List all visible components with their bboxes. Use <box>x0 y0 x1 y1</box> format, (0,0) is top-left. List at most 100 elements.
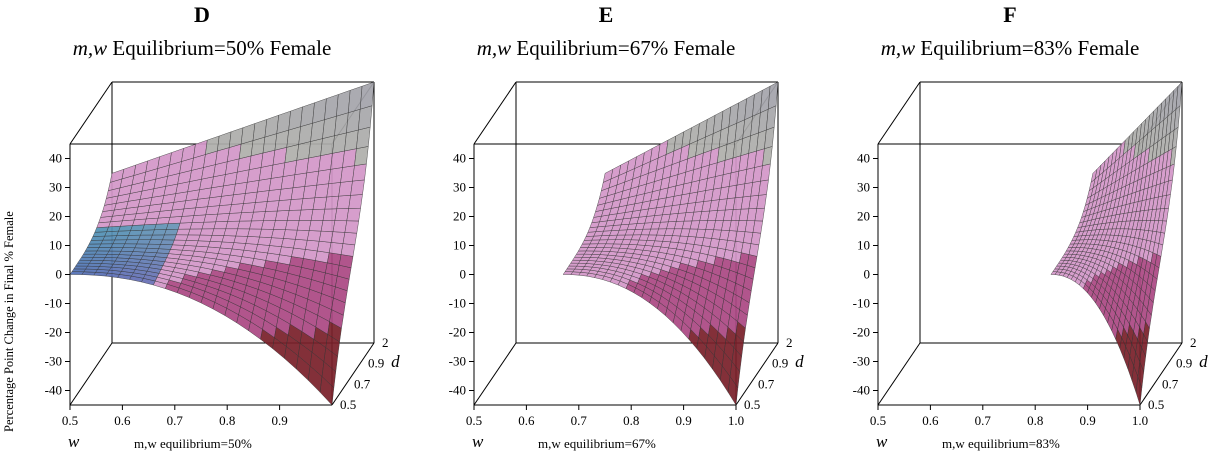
surface-patch <box>283 229 298 240</box>
title-text: Equilibrium=83% Female <box>915 36 1140 60</box>
x-tick-label: 0.8 <box>1027 413 1043 428</box>
z-tick-label: 10 <box>857 238 870 253</box>
surface-patch <box>223 228 238 237</box>
box-edge <box>473 342 517 406</box>
d-tick-label: 0.9 <box>772 356 788 371</box>
z-tick-label: -40 <box>45 383 62 398</box>
surface-patch <box>199 228 215 236</box>
surface-patch <box>235 228 250 237</box>
x-tick-label: 0.5 <box>466 413 482 428</box>
surface-patch <box>174 234 189 241</box>
surface-patch <box>330 231 346 244</box>
surface-patch <box>116 230 131 236</box>
surface-patch <box>291 247 306 259</box>
surface-patch <box>179 215 195 224</box>
surface-patch <box>280 174 296 190</box>
surface-patch <box>746 254 758 269</box>
surface-patch <box>86 243 102 248</box>
surface-patch <box>162 234 177 241</box>
z-tick-label: 0 <box>864 267 871 282</box>
surface-patch <box>98 243 114 248</box>
d-tick-label: 0.9 <box>1176 356 1192 371</box>
surface-patch <box>249 220 264 230</box>
surface-patch <box>305 239 320 252</box>
surface-patch <box>158 244 173 250</box>
x-tick-label: 0.5 <box>870 413 886 428</box>
box-edge <box>331 342 375 406</box>
z-tick-label: -30 <box>45 354 62 369</box>
surface-patch <box>122 243 138 249</box>
surface-patch <box>189 221 205 230</box>
d-tick-label: 0.7 <box>354 376 371 391</box>
d-tick-label: 0.5 <box>744 397 760 412</box>
z-tick-label: 0 <box>460 267 467 282</box>
surface-patch <box>767 81 779 110</box>
surface-patch <box>328 242 344 255</box>
surface-patch <box>318 230 334 243</box>
surface-patch <box>316 169 331 186</box>
surface-patch <box>312 196 328 210</box>
surface-patch <box>267 245 282 255</box>
z-tick-label: -20 <box>45 325 62 340</box>
x-axis-title: m,w equilibrium=83% <box>942 436 1060 451</box>
z-tick-label: 10 <box>453 238 466 253</box>
z-tick-label: 20 <box>453 209 466 224</box>
surface-patch <box>273 220 288 230</box>
surface-patch <box>310 208 326 221</box>
surface-patch <box>71 268 87 273</box>
surface-patch <box>288 198 304 211</box>
surface-patch <box>344 129 359 152</box>
surface-patch <box>120 247 136 252</box>
surface-patch <box>197 234 213 242</box>
surface-patch <box>219 241 235 250</box>
z-tick-label: -30 <box>449 354 466 369</box>
surface-patch <box>87 262 102 267</box>
surface-patch <box>124 239 139 245</box>
surface-patch <box>209 235 225 243</box>
panel-letter: E <box>598 2 614 27</box>
surface-patch <box>265 200 280 212</box>
surface-patch <box>94 250 110 255</box>
d-tick-label: 2 <box>1190 335 1197 350</box>
panel-letter: F <box>1003 2 1017 27</box>
surface-patch <box>297 220 312 231</box>
surface-patch <box>110 243 126 248</box>
surface-patch <box>320 220 336 232</box>
panel-d: D m,w Equilibrium=50% Female -40 -30 -20 -1… <box>0 0 404 460</box>
surface-patch <box>327 252 342 266</box>
surface-patch <box>91 257 106 261</box>
surface-patch <box>302 184 318 199</box>
surface-patch <box>344 220 359 234</box>
d-tick-label: 0.5 <box>340 397 356 412</box>
box-edge <box>735 342 779 406</box>
surface-patch <box>108 247 124 252</box>
surface-patch <box>257 236 272 246</box>
x-axis-title: m,w equilibrium=50% <box>134 436 252 451</box>
surface-patch <box>750 232 762 246</box>
surface-patch <box>221 235 237 243</box>
surface-patch <box>186 234 201 242</box>
surface-patch <box>89 260 104 264</box>
z-tick-label: 40 <box>857 151 870 166</box>
surface-patch <box>263 210 278 221</box>
surface-patch <box>247 228 262 238</box>
z-tick-label: 30 <box>857 180 870 195</box>
box-edge <box>473 81 517 145</box>
title-variables: m,w <box>72 36 108 60</box>
d-tick-label: 0.7 <box>1162 376 1179 391</box>
surface-patch <box>84 247 100 252</box>
surface-patch <box>170 244 185 251</box>
surface-patch <box>187 228 203 236</box>
surface-patch <box>281 238 296 249</box>
box-edge <box>877 342 921 406</box>
title-text: Equilibrium=50% Female <box>107 36 332 60</box>
x-tick-label: 0.8 <box>623 413 639 428</box>
surface-patch <box>342 232 358 246</box>
surface-patch <box>75 262 90 267</box>
surface-patch <box>285 220 300 231</box>
title-variables: m,w <box>476 36 512 60</box>
surface-patch <box>298 209 314 221</box>
panel-f: F m,w Equilibrium=83% Female -40 -30 -20 -1… <box>808 0 1212 460</box>
surface-patch <box>328 167 343 184</box>
surface-patch <box>300 197 316 211</box>
